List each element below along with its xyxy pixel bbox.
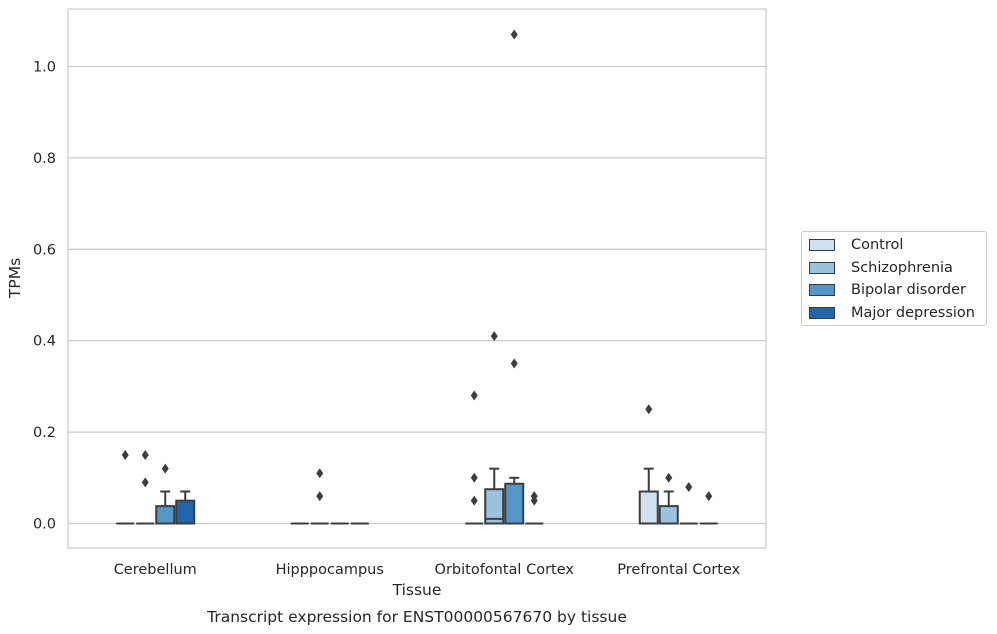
legend-item-bipolar-disorder: Bipolar disorder (809, 280, 966, 300)
box-major-depression-prefrontal-cortex-outlier (705, 491, 713, 502)
box-major-depression-orbitofontal-cortex-outlier (530, 495, 538, 506)
box-control-cerebellum-outlier (121, 449, 129, 460)
box-control-orbitofontal-cortex-outlier (470, 495, 478, 506)
box-schizophrenia-orbitofontal-cortex-outlier (490, 331, 498, 342)
x-tick-label: Cerebellum (114, 562, 197, 578)
box-control-orbitofontal-cortex-outlier (470, 390, 478, 401)
x-tick-label: Orbitofontal Cortex (435, 562, 575, 578)
box-schizophrenia-prefrontal-cortex (658, 505, 679, 525)
gridlines (68, 65, 766, 525)
y-tick-label: 0.8 (33, 151, 56, 167)
x-tick-labels: Cerebellum Hipppocampus Orbitofontal Corte… (114, 562, 741, 578)
y-tick-labels: 0.0 0.2 0.4 0.6 0.8 1.0 (33, 60, 56, 533)
box-bipolar-disorder-orbitofontal-cortex-outlier (510, 29, 518, 40)
box-schizophrenia-hipppocampus-outlier (316, 468, 324, 479)
legend-label-schizophrenia: Schizophrenia (851, 260, 953, 276)
y-tick-label: 0.0 (33, 517, 56, 533)
legend-label-major-depression: Major depression (851, 305, 975, 321)
y-tick-label: 0.2 (33, 425, 56, 441)
y-tick-label: 1.0 (33, 60, 56, 76)
box-schizophrenia-cerebellum-outlier (141, 477, 149, 488)
x-axis-title: Tissue (392, 581, 442, 599)
plot-frame (67, 8, 767, 549)
box-schizophrenia-cerebellum-outlier (141, 449, 149, 460)
legend-item-control: Control (809, 235, 903, 255)
legend-swatch-schizophrenia (809, 262, 835, 274)
legend-item-schizophrenia: Schizophrenia (809, 258, 953, 278)
box-bipolar-disorder-prefrontal-cortex-outlier (685, 481, 693, 492)
box-plot-marks (116, 29, 718, 525)
legend-label-bipolar-disorder: Bipolar disorder (851, 282, 966, 298)
box-bipolar-disorder-orbitofontal-cortex-outlier (510, 358, 518, 369)
box-control-prefrontal-cortex-outlier (645, 404, 653, 415)
box-schizophrenia-hipppocampus-outlier (316, 491, 324, 502)
box-bipolar-disorder-orbitofontal-cortex (504, 482, 525, 525)
y-tick-label: 0.6 (33, 242, 56, 258)
legend-swatch-bipolar-disorder (809, 284, 835, 296)
legend-label-control: Control (851, 237, 904, 253)
box-control-prefrontal-cortex (638, 490, 659, 525)
box-bipolar-disorder-cerebellum-outlier (161, 463, 169, 474)
x-tick-label: Prefrontal Cortex (617, 562, 740, 578)
box-major-depression-cerebellum (175, 499, 196, 525)
x-tick-label: Hipppocampus (276, 562, 384, 578)
legend-item-major-depression: Major depression (809, 303, 975, 323)
box-control-orbitofontal-cortex-outlier (470, 472, 478, 483)
y-tick-label: 0.4 (33, 334, 56, 350)
legend-swatch-control (809, 239, 835, 251)
legend-swatch-major-depression (809, 307, 835, 319)
y-axis-title: TPMs (6, 258, 24, 299)
box-schizophrenia-orbitofontal-cortex (484, 488, 505, 525)
box-schizophrenia-prefrontal-cortex-outlier (665, 472, 673, 483)
legend: Control Schizophrenia Bipolar disorder M… (801, 231, 987, 326)
chart-caption: Transcript expression for ENST0000056767… (206, 608, 627, 626)
box-bipolar-disorder-cerebellum (155, 505, 176, 525)
